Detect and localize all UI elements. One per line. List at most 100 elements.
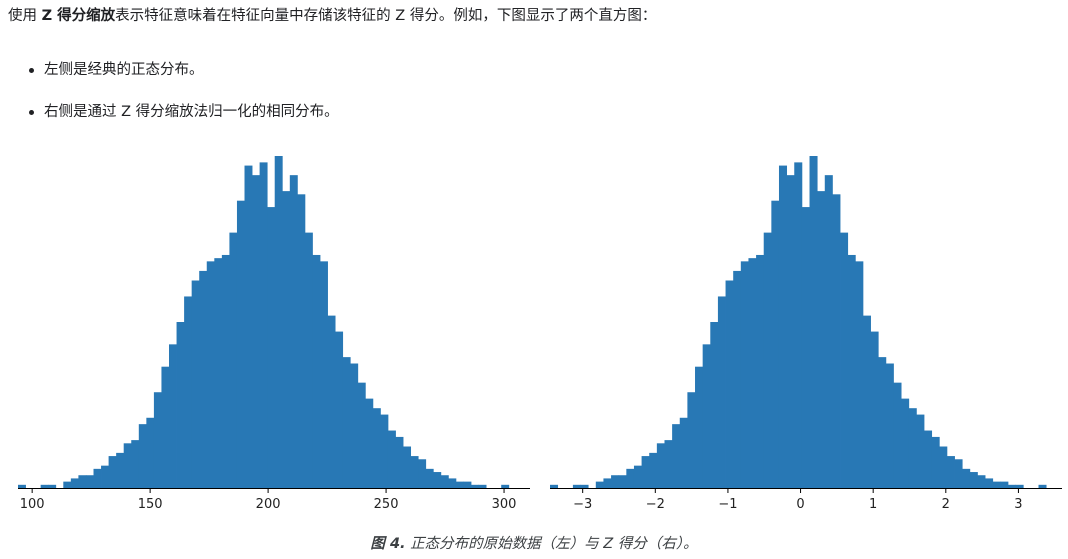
histogram-bar (855, 261, 864, 488)
histogram-bar (824, 175, 833, 488)
histogram-bar (580, 484, 589, 488)
histogram-bar (448, 478, 457, 488)
histogram-bar (267, 207, 276, 488)
caption-label: 图 4. (370, 536, 406, 552)
histogram-bar (695, 366, 704, 488)
histogram-bar (206, 261, 215, 488)
histogram-bar (962, 468, 971, 488)
histogram-bar (297, 194, 306, 488)
histogram-bar (931, 436, 940, 488)
histogram-bar (138, 424, 147, 488)
histogram-bar (455, 481, 464, 488)
histogram-bar (977, 475, 986, 488)
histogram-bar (153, 392, 162, 488)
histogram-bar (320, 261, 328, 488)
histogram-bar (365, 398, 374, 488)
histogram-bar (916, 414, 925, 488)
histogram-bar (282, 191, 291, 488)
histogram-bar (387, 430, 396, 488)
histogram-bar (817, 191, 826, 488)
histogram-bar (70, 478, 79, 488)
histogram-bars (18, 156, 510, 488)
histogram-bar (656, 443, 665, 488)
histogram-bar (312, 254, 321, 488)
histogram-bar (335, 331, 344, 488)
histogram-bar (403, 446, 412, 488)
histogram-bar (259, 162, 268, 488)
histogram-bar (350, 363, 359, 488)
x-tick-label: 100 (20, 497, 45, 512)
histogram-bar (794, 162, 803, 488)
x-tick-label: 1 (869, 497, 877, 512)
histogram-bar (885, 363, 894, 488)
histogram-bar (463, 481, 472, 488)
histogram-bar (221, 254, 230, 488)
histogram-bar (985, 478, 994, 488)
x-tick-label: 150 (138, 497, 163, 512)
histogram-bar (191, 280, 200, 488)
histogram-bars (550, 156, 1047, 488)
histogram-bar (611, 475, 620, 488)
histogram-bar (244, 165, 253, 488)
histogram-bar (840, 232, 849, 488)
histogram-bar (946, 456, 955, 488)
histogram-bar (48, 484, 57, 488)
histogram-bar (733, 270, 742, 488)
histogram-bar (992, 481, 1001, 488)
histogram-bar (626, 468, 635, 488)
histogram-bar (740, 261, 749, 488)
histogram-bar (633, 465, 642, 488)
histogram-bar (809, 156, 818, 488)
histogram-bar (1007, 484, 1016, 488)
histogram-bar (572, 484, 581, 488)
histogram-bar (93, 468, 102, 488)
histogram-bar (108, 456, 117, 488)
figure-caption: 图 4. 正态分布的原始数据（左）与 Z 得分（右）。 (0, 532, 1068, 553)
histogram-bar (85, 475, 94, 488)
histogram-bar (664, 440, 673, 488)
histogram-bar (908, 408, 917, 488)
histogram-bar (1000, 481, 1009, 488)
histogram-bar (123, 443, 132, 488)
histogram-bar (595, 481, 604, 488)
x-tick-label: 300 (492, 497, 517, 512)
x-tick-label: −1 (718, 497, 737, 512)
histogram-bar (954, 459, 963, 488)
histogram-bar (748, 258, 757, 488)
histogram-bar (40, 484, 49, 488)
histogram-bar (649, 452, 658, 488)
histogram-bar (169, 344, 177, 488)
histogram-bar (939, 446, 948, 488)
histogram-bar (418, 459, 427, 488)
histogram-zscore: −3 −2 −1 0 1 2 3 (550, 156, 1062, 512)
histogram-bar (710, 322, 719, 488)
histogram-bar (501, 484, 510, 488)
histogram-bar (870, 331, 879, 488)
intro-term: Z 得分缩放 (41, 8, 116, 24)
histogram-bar (471, 484, 479, 488)
histogram-bar (725, 280, 734, 488)
histogram-bar (756, 254, 765, 488)
histogram-bar (878, 357, 887, 488)
histogram-bar (901, 398, 910, 488)
histogram-bar (969, 472, 978, 488)
x-tick-label: 250 (374, 497, 399, 512)
histogram-bar (327, 315, 336, 488)
histogram-bar (717, 296, 726, 488)
histogram-bar (702, 344, 711, 488)
histogram-bar (641, 456, 650, 488)
intro-paragraph: 使用 Z 得分缩放表示特征意味着在特征向量中存储该特征的 Z 得分。例如，下图显… (8, 4, 656, 28)
histogram-bar (1015, 484, 1024, 488)
histogram-bar (380, 414, 389, 488)
histogram-bar (618, 475, 627, 488)
histogram-bar (425, 468, 434, 488)
caption-text: 正态分布的原始数据（左）与 Z 得分（右）。 (405, 536, 698, 552)
histogram-bar (603, 478, 612, 488)
histogram-bar (410, 456, 419, 488)
histogram-bar (832, 194, 841, 488)
histogram-bar (161, 366, 170, 488)
histogram-bar (229, 232, 238, 488)
histogram-bar (550, 484, 559, 488)
intro-rest: 表示特征意味着在特征向量中存储该特征的 Z 得分。例如，下图显示了两个直方图： (115, 8, 657, 24)
x-tick-label: 2 (942, 497, 950, 512)
